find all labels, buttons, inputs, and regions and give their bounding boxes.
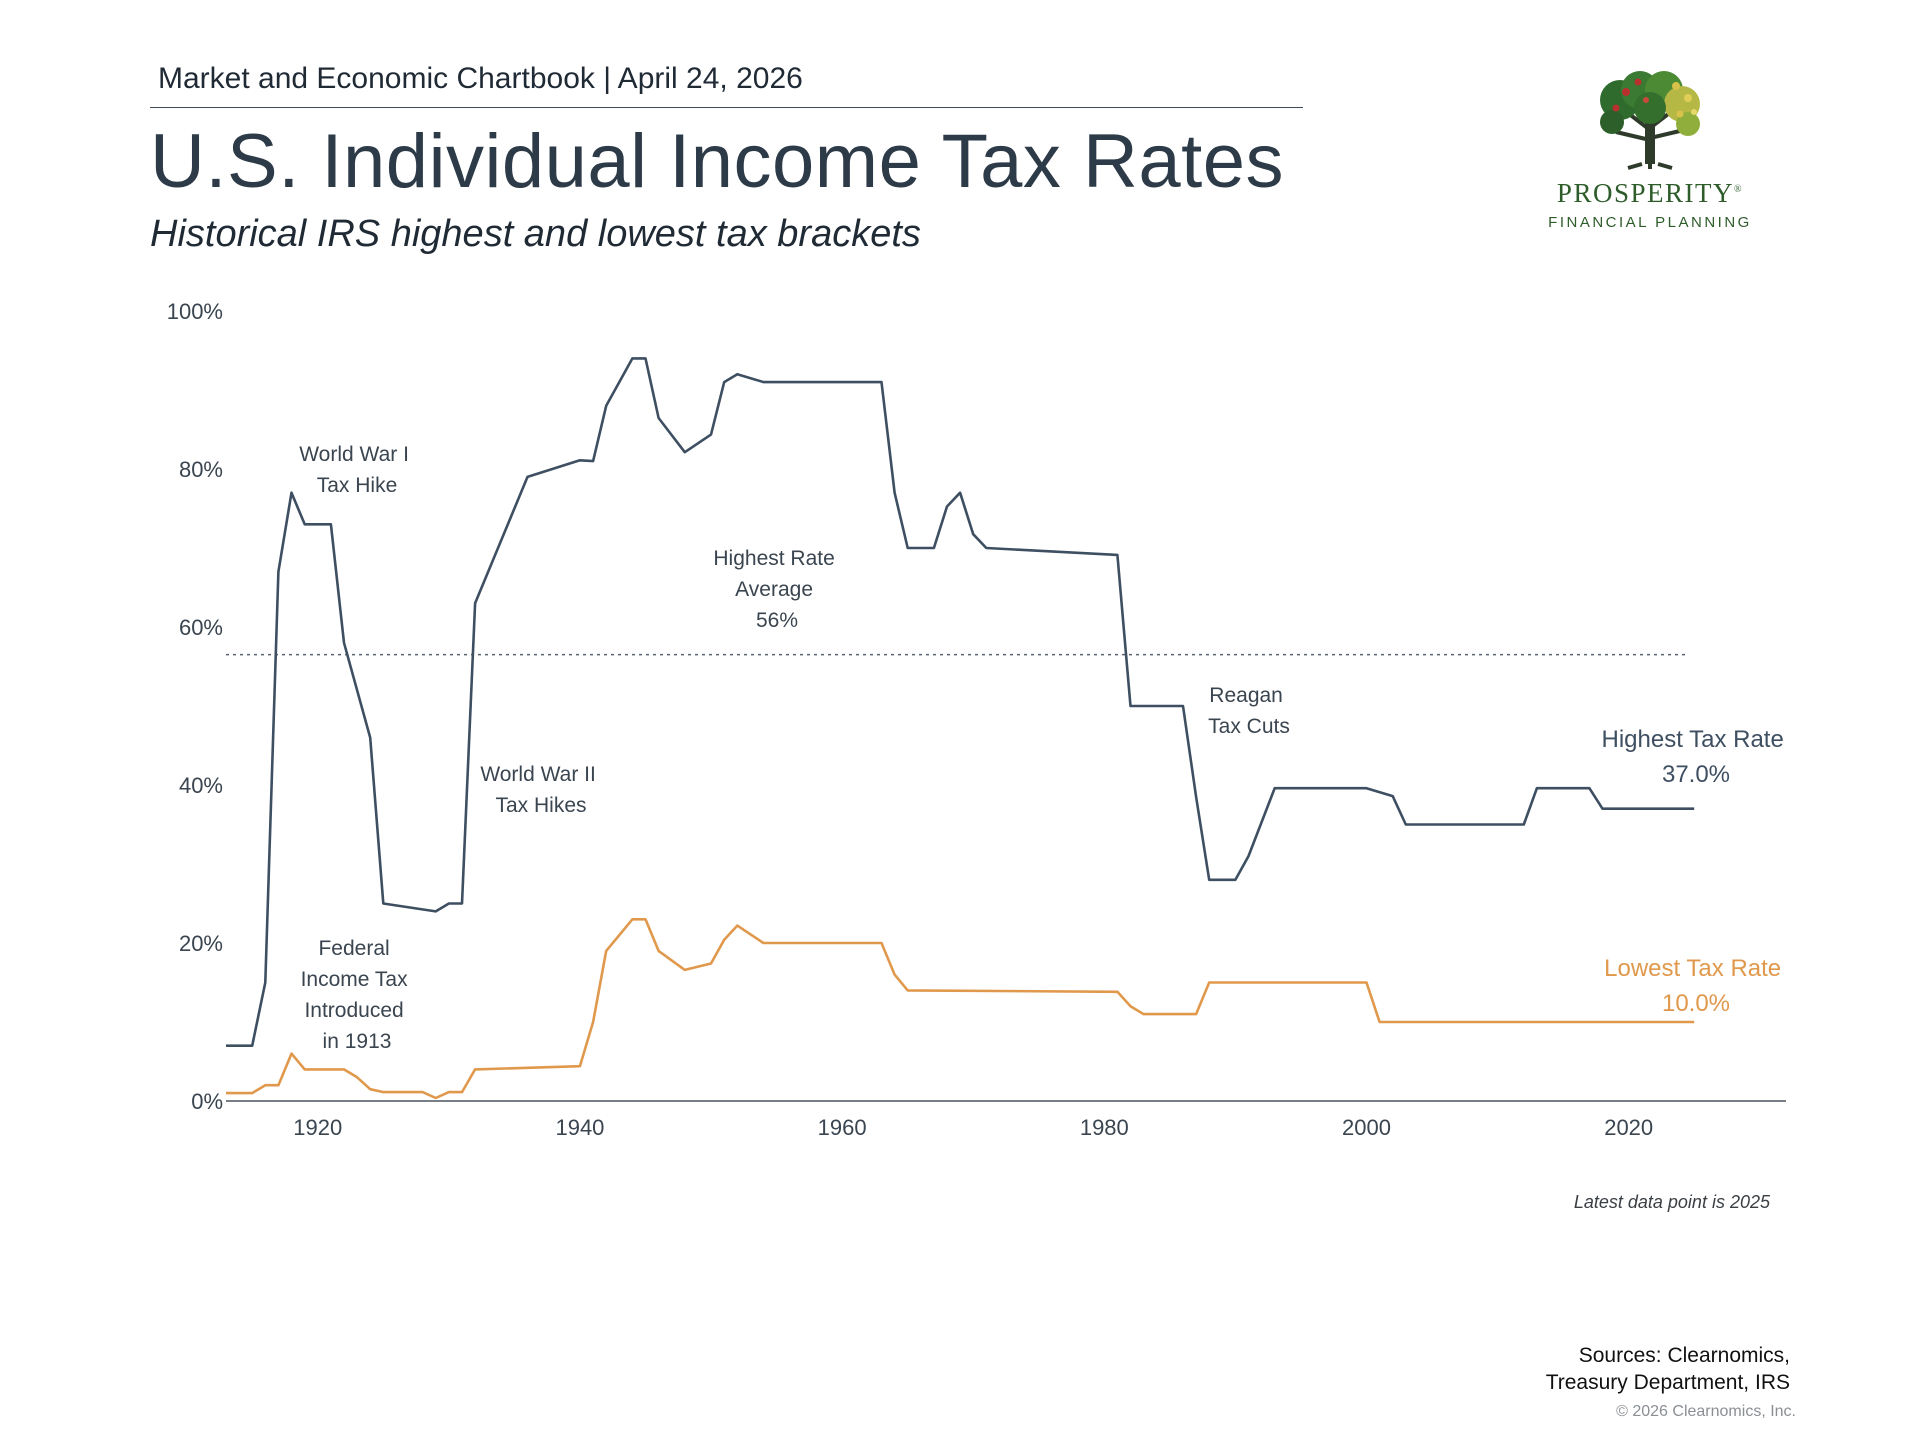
end-label-highest-tax-rate: Highest Tax Rate 37.0% [1602,726,1791,788]
tree-icon [1600,71,1700,170]
series-line-highest-tax-rate [226,357,1695,1047]
y-tick-label: 80% [179,457,223,482]
y-tick-label: 60% [179,615,223,640]
footnote: Latest data point is 2025 [1573,1192,1770,1212]
page-subtitle: Historical IRS highest and lowest tax br… [150,213,921,255]
x-tick-label: 1960 [818,1115,867,1140]
sources: Sources: Clearnomics, Treasury Departmen… [1545,1344,1790,1394]
y-tick-label: 0% [191,1089,223,1114]
y-tick-label: 20% [179,931,223,956]
x-tick-label: 2020 [1604,1115,1653,1140]
header-rule [150,107,1303,108]
x-tick-label: 2000 [1342,1115,1391,1140]
logo-name: PROSPERITY® [1556,178,1744,208]
annotation-average: Highest Rate Average 56% [713,547,840,632]
x-axis-ticks: 1920 1940 1960 1980 2000 2020 [293,1115,1653,1140]
x-tick-label: 1980 [1080,1115,1129,1140]
x-tick-label: 1940 [555,1115,604,1140]
annotation-income-tax-1913: Federal Income Tax Introduced in 1913 [301,937,414,1053]
annotation-ww2: World War II Tax Hikes [480,763,601,817]
logo-tagline: FINANCIAL PLANNING [1548,214,1752,231]
page-title: U.S. Individual Income Tax Rates [150,119,1285,204]
end-label-lowest-tax-rate: Lowest Tax Rate 10.0% [1604,955,1788,1017]
annotation-reagan: Reagan Tax Cuts [1208,684,1290,738]
logo: PROSPERITY® FINANCIAL PLANNING [1540,70,1760,240]
y-tick-label: 40% [179,773,223,798]
series-line-lowest-tax-rate [226,917,1695,1100]
annotation-ww1: World War I Tax Hike [299,443,415,497]
x-tick-label: 1920 [293,1115,342,1140]
header-chartbook: Market and Economic Chartbook | April 24… [158,62,803,95]
y-tick-label: 100% [167,299,223,324]
y-axis-ticks: 0% 20% 40% 60% 80% 100% [167,299,223,1114]
copyright: © 2026 Clearnomics, Inc. [1616,1403,1796,1420]
